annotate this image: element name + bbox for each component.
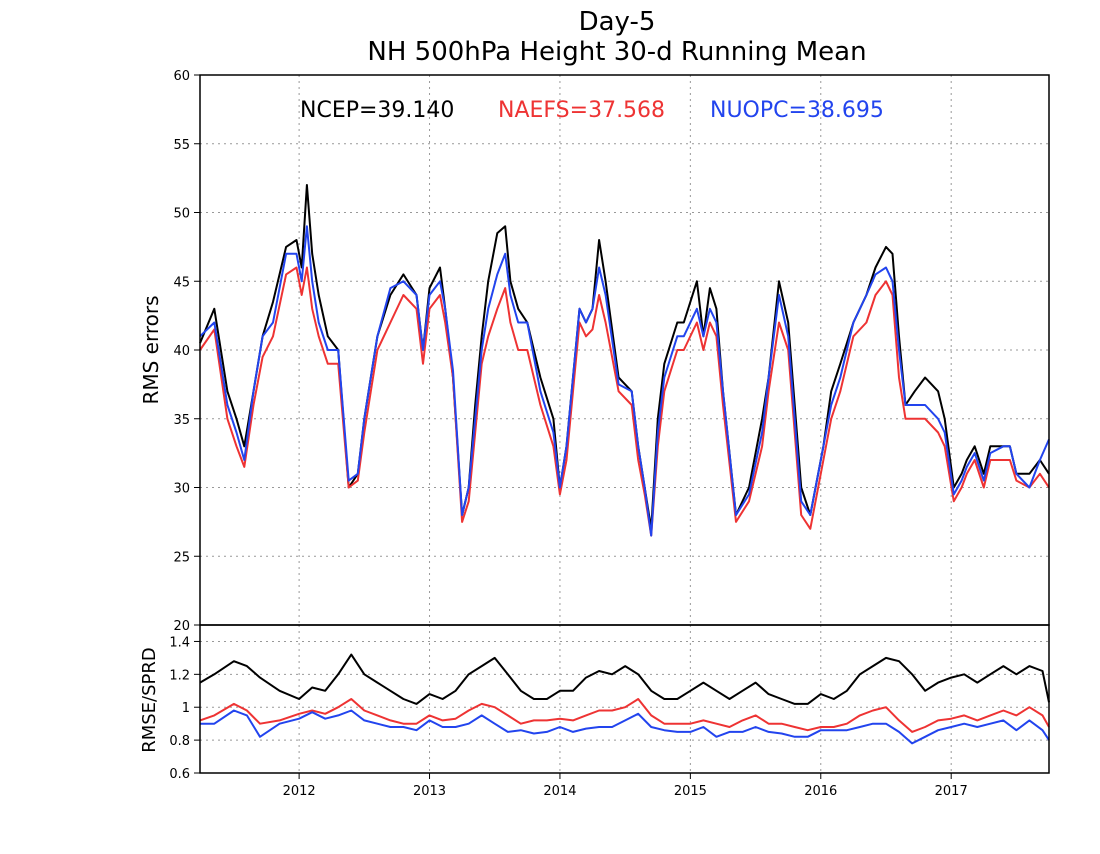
x-tick-label: 2015	[674, 784, 707, 799]
bottom-panel-frame	[199, 624, 1050, 774]
x-tick-label: 2016	[804, 784, 837, 799]
x-tick-label: 2012	[283, 784, 316, 799]
top-y-tick-label: 60	[173, 69, 190, 84]
top-y-tick-label: 30	[173, 482, 190, 497]
bottom-y-tick-label: 0.8	[169, 734, 190, 749]
bottom-series-line-s1	[199, 698, 1050, 733]
top-y-tick-label: 20	[173, 619, 190, 634]
top-series-line-naefs	[199, 266, 1050, 537]
top-y-tick-label: 25	[173, 550, 190, 565]
top-panel-series	[199, 184, 1050, 537]
bottom-panel-series	[199, 653, 1050, 745]
bottom-panel-y-axis-label: RMSE/SPRD	[139, 647, 160, 753]
top-y-tick-label: 40	[173, 344, 190, 359]
top-y-tick-label: 55	[173, 138, 190, 153]
bottom-panel-y-ticks: 0.6 0.8 1 1.2 1.4	[169, 635, 200, 782]
top-series-line-nuopc	[199, 225, 1050, 537]
x-tick-label: 2014	[543, 784, 576, 799]
bottom-y-tick-label: 1.2	[169, 668, 190, 683]
x-tick-label: 2017	[935, 784, 968, 799]
legend-ncep: NCEP=39.140	[300, 98, 454, 123]
chart-title-line1: Day-5	[579, 7, 656, 37]
x-tick-label: 2013	[413, 784, 446, 799]
top-panel-y-axis-label: RMS errors	[139, 295, 163, 404]
bottom-series-line-s0	[199, 653, 1050, 705]
bottom-y-tick-label: 1	[182, 701, 190, 716]
legend-naefs: NAEFS=37.568	[498, 98, 665, 123]
legend-nuopc: NUOPC=38.695	[710, 98, 884, 123]
bottom-y-tick-label: 1.4	[169, 635, 190, 650]
top-y-tick-label: 45	[173, 275, 190, 290]
bottom-y-tick-label: 0.6	[169, 767, 190, 782]
bottom-series-line-s2	[200, 709, 1050, 745]
top-panel-grid	[200, 75, 1049, 625]
top-panel-y-ticks: 20 25 30 35 40 45 50 55 60	[173, 69, 200, 634]
top-y-tick-label: 35	[173, 413, 190, 428]
x-axis-ticks: 2012 2013 2014 2015 2016 2017	[283, 773, 968, 799]
top-y-tick-label: 50	[173, 207, 190, 222]
chart-title-line2: NH 500hPa Height 30-d Running Mean	[367, 37, 866, 67]
